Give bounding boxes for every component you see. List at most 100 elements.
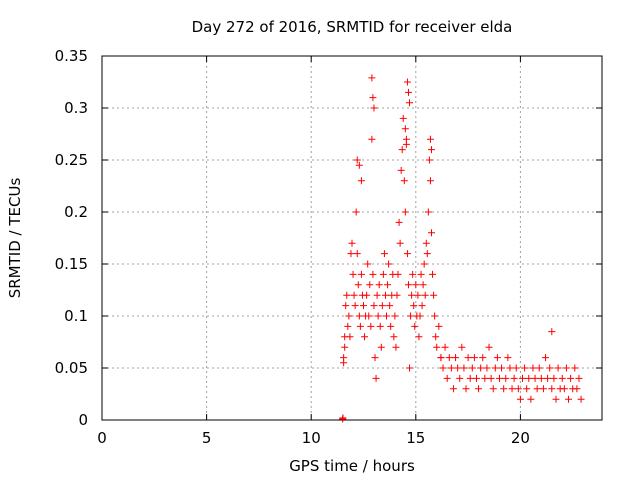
data-point	[370, 104, 378, 112]
y-tick-label: 0.05	[55, 359, 88, 377]
data-point	[423, 250, 431, 258]
data-point	[573, 385, 581, 393]
data-point	[454, 364, 462, 372]
data-point	[487, 374, 495, 382]
chart-title: Day 272 of 2016, SRMTID for receiver eld…	[192, 18, 513, 36]
data-point	[525, 374, 533, 382]
data-point	[390, 333, 398, 341]
data-point	[381, 291, 389, 299]
data-point	[366, 281, 374, 289]
data-point	[426, 177, 434, 185]
data-point	[433, 343, 441, 351]
data-point	[343, 291, 351, 299]
data-point	[485, 343, 493, 351]
data-point	[369, 94, 377, 102]
data-point	[374, 312, 382, 320]
data-point	[361, 333, 369, 341]
data-point	[397, 166, 405, 174]
data-point	[546, 364, 554, 372]
data-point	[489, 385, 497, 393]
data-point	[432, 333, 440, 341]
data-point	[404, 281, 412, 289]
y-tick-label: 0.3	[64, 99, 88, 117]
data-point	[406, 99, 414, 107]
data-point	[493, 354, 501, 362]
data-point	[460, 364, 468, 372]
data-point	[516, 395, 524, 403]
data-point	[477, 364, 485, 372]
data-point	[418, 302, 426, 310]
x-tick-label: 10	[302, 429, 321, 447]
data-point	[533, 385, 541, 393]
data-point	[422, 239, 430, 247]
data-point	[399, 114, 407, 122]
data-point	[527, 395, 535, 403]
data-point	[429, 270, 437, 278]
data-point	[368, 74, 376, 82]
data-point	[344, 322, 352, 330]
data-point	[535, 364, 543, 372]
data-point	[464, 354, 472, 362]
data-point	[407, 312, 415, 320]
data-point	[385, 260, 393, 268]
data-point	[373, 291, 381, 299]
data-point	[539, 385, 547, 393]
data-point	[558, 374, 566, 382]
data-point	[398, 146, 406, 154]
data-point	[377, 343, 385, 351]
data-point	[531, 374, 539, 382]
data-point	[342, 302, 350, 310]
data-point	[414, 291, 422, 299]
data-point	[514, 385, 522, 393]
data-point	[481, 374, 489, 382]
data-point	[470, 354, 478, 362]
data-point	[347, 250, 355, 258]
data-point	[565, 395, 573, 403]
data-point	[357, 270, 365, 278]
data-points	[339, 74, 585, 423]
data-point	[352, 208, 360, 216]
data-point	[427, 146, 435, 154]
data-point	[472, 374, 480, 382]
data-point	[386, 302, 394, 310]
data-point	[378, 302, 386, 310]
data-point	[351, 302, 359, 310]
data-point	[401, 208, 409, 216]
data-point	[369, 270, 377, 278]
data-point	[567, 374, 575, 382]
data-point	[353, 156, 361, 164]
data-point	[502, 374, 510, 382]
data-point	[402, 140, 410, 148]
x-axis-label: GPS time / hours	[289, 457, 415, 475]
data-point	[392, 343, 400, 351]
data-point	[550, 374, 558, 382]
data-point	[431, 312, 439, 320]
data-point	[393, 291, 401, 299]
y-tick-label: 0.25	[55, 151, 88, 169]
data-point	[417, 270, 425, 278]
data-point	[365, 312, 373, 320]
data-point	[339, 414, 347, 422]
data-point	[421, 291, 429, 299]
data-point	[409, 270, 417, 278]
data-point	[552, 395, 560, 403]
data-point	[416, 312, 424, 320]
data-point	[355, 312, 363, 320]
data-point	[458, 343, 466, 351]
data-point	[521, 364, 529, 372]
data-point	[571, 364, 579, 372]
data-point	[346, 333, 354, 341]
data-point	[430, 291, 438, 299]
data-point	[353, 250, 361, 258]
data-point	[508, 385, 516, 393]
data-point	[391, 312, 399, 320]
data-point	[341, 343, 349, 351]
data-point	[449, 385, 457, 393]
data-point	[562, 364, 570, 372]
data-point	[371, 354, 379, 362]
data-point	[443, 374, 451, 382]
data-point	[441, 343, 449, 351]
data-point	[400, 177, 408, 185]
y-tick-label: 0.35	[55, 47, 88, 65]
